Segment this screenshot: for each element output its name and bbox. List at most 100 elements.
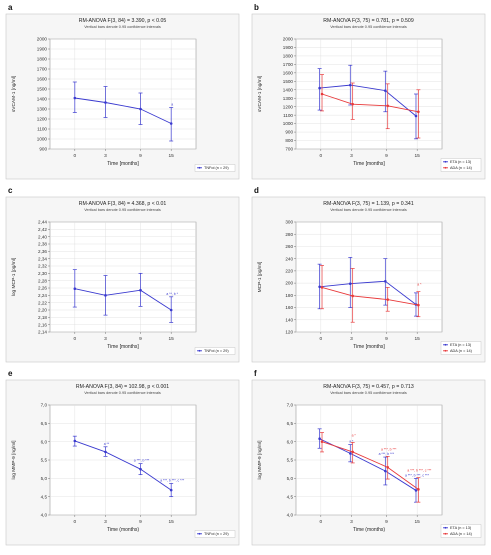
x-axis-label: Time [months] (353, 161, 385, 167)
x-tick-label: 3 (104, 519, 107, 525)
data-point (351, 102, 354, 106)
x-tick-label: 3 (350, 153, 353, 159)
data-point (73, 287, 77, 291)
x-tick-label: 3 (350, 519, 353, 525)
legend-marker (444, 160, 447, 163)
data-point (139, 288, 142, 292)
chart-subtitle: Vertical bars denote 0.95 confidence int… (330, 391, 407, 395)
data-point (320, 440, 324, 443)
chart-title: RM-ANOVA F(3, 84) = 3.390, p < 0.05 (79, 18, 167, 24)
y-tick-label: 1700 (283, 62, 294, 67)
data-point (386, 466, 390, 469)
legend: TNFαi (n = 29) (194, 347, 236, 355)
y-tick-label: 2,34 (38, 256, 47, 261)
y-tick-label: 1100 (37, 127, 47, 132)
y-axis-label: log MMP-9 [ng/ml] (11, 441, 17, 480)
series-line (319, 280, 417, 305)
x-axis-label: Time (months) (353, 527, 385, 533)
y-tick-label: 2,24 (38, 293, 47, 298)
y-tick-label: 7,0 (287, 403, 294, 408)
chart-subtitle: Vertical bars denote 0.95 confidence int… (330, 208, 407, 212)
y-tick-label: 900 (39, 147, 47, 152)
series-1 (317, 257, 418, 317)
panel-d: d RM-ANOVA F(3, 75) = 1.139, p = 0.341Ver… (251, 186, 486, 363)
y-tick-label: 2,38 (38, 242, 47, 247)
legend-marker (444, 349, 447, 352)
legend-marker (444, 166, 447, 169)
y-tick-label: 1000 (283, 121, 294, 126)
panel-c: c RM-ANOVA F(3, 84) = 4.368, p < 0.01Vert… (5, 186, 240, 363)
x-tick-label: 0 (319, 336, 322, 342)
y-tick-label: 2,42 (38, 227, 47, 232)
data-point (386, 104, 390, 108)
chart-title: RM-ANOVA F(3, 84) = 102.98, p < 0.001 (76, 384, 169, 390)
data-point (318, 285, 321, 289)
series-2 (320, 74, 421, 139)
y-tick-label: 5,0 (41, 476, 48, 481)
y-tick-label: 240 (285, 256, 293, 261)
y-tick-label: 7,0 (41, 403, 48, 408)
x-tick-label: 9 (139, 519, 142, 525)
y-tick-label: 2000 (283, 37, 294, 42)
significance-label: a **, b * (166, 292, 178, 296)
legend: TNFαi (n = 29) (194, 164, 236, 172)
y-tick-label: 1400 (37, 97, 48, 102)
panel-letter: a (8, 3, 13, 12)
data-point (348, 83, 352, 87)
x-tick-label: 9 (139, 153, 142, 159)
series-1: a ** a ***, b *** a ***, b ***, c *** (72, 435, 185, 498)
legend-box (440, 158, 482, 172)
y-tick-label: 140 (285, 317, 293, 322)
y-tick-label: 1000 (37, 137, 48, 142)
series-1 (317, 64, 418, 140)
y-tick-label: 2,14 (38, 330, 47, 335)
y-tick-label: 2,40 (38, 234, 47, 239)
x-tick-label: 15 (169, 519, 175, 525)
panel-letter: e (8, 369, 13, 378)
data-point (320, 92, 324, 96)
y-tick-label: 2000 (37, 37, 48, 42)
y-tick-label: 6,0 (41, 439, 48, 444)
legend-label: TNFαi (n = 29) (204, 349, 229, 353)
y-tick-label: 6,5 (287, 421, 294, 426)
legend-label: ETA (n = 13) (450, 160, 472, 164)
data-point (351, 450, 354, 454)
data-point (104, 101, 107, 104)
legend-marker (198, 532, 201, 535)
data-point (417, 110, 420, 114)
y-tick-label: 2,26 (38, 286, 47, 291)
y-tick-label: 2,36 (38, 249, 47, 254)
x-tick-label: 9 (385, 153, 388, 159)
series-line (321, 286, 419, 306)
data-point (384, 469, 387, 473)
y-tick-label: 6,0 (287, 439, 294, 444)
y-tick-label: 1300 (283, 96, 294, 101)
series-1: a **, b * (72, 269, 179, 323)
legend-label: TNFαi (n = 29) (204, 166, 229, 170)
y-tick-label: 2,32 (38, 264, 47, 269)
x-tick-label: 9 (385, 336, 388, 342)
significance-label: a ***, b *** (379, 452, 395, 456)
chart-title: RM-ANOVA F(3, 75) = 0.457, p = 0.713 (323, 384, 414, 390)
data-point (169, 122, 173, 125)
y-tick-label: 1600 (37, 77, 48, 82)
legend-box (194, 164, 236, 172)
y-axis-label: MCP-1 [pg/ml] (257, 262, 263, 293)
data-point (386, 298, 390, 301)
series-line (321, 93, 419, 113)
x-axis-label: Time [months] (107, 344, 139, 350)
y-tick-label: 1200 (37, 117, 48, 122)
significance-label: a ** (104, 442, 110, 446)
significance-label: a ***, b ***, c *** (407, 469, 432, 473)
series-1: a (72, 81, 173, 142)
significance-label: a (171, 103, 173, 107)
data-point (351, 294, 354, 298)
chart-subtitle: Vertical bars denote 0.95 confidence int… (330, 25, 407, 29)
chart-title: RM-ANOVA F(3, 84) = 4.368, p < 0.01 (79, 201, 167, 207)
y-tick-label: 4,0 (41, 513, 48, 518)
x-tick-label: 0 (73, 519, 76, 525)
y-tick-label: 1300 (37, 107, 48, 112)
legend: ETA (n = 13) ADA (n = 14) (440, 341, 482, 355)
